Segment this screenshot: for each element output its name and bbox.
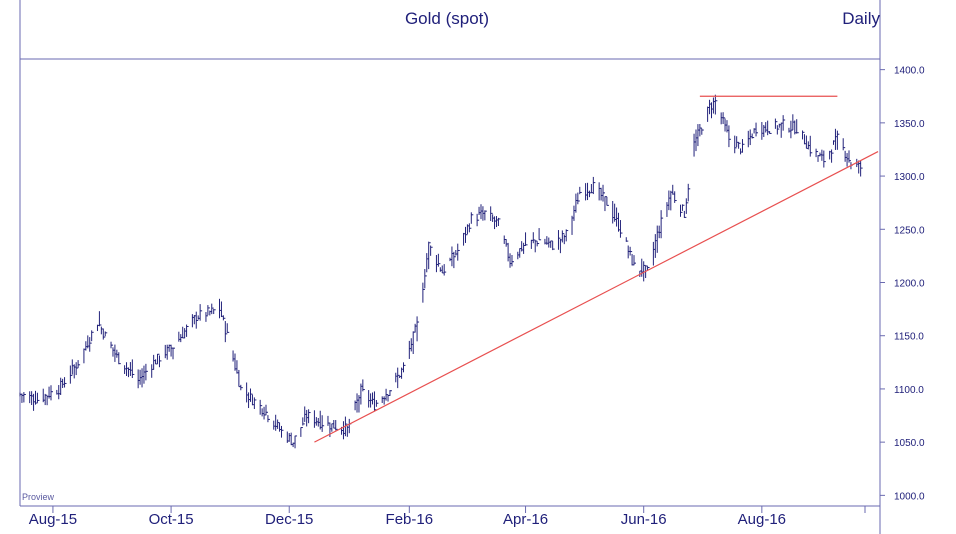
x-tick-label: Dec-15 (265, 511, 313, 528)
x-tick-label: Oct-15 (149, 511, 194, 528)
y-tick-label: 1400.0 (894, 66, 925, 77)
x-tick-label: Apr-16 (503, 511, 548, 528)
annotation-lines (314, 95, 879, 443)
y-tick-label: 1200.0 (894, 279, 925, 290)
chart-title: Gold (spot) (405, 9, 489, 28)
x-tick-label: Aug-16 (738, 511, 786, 528)
x-tick-label: Aug-15 (29, 511, 77, 528)
price-bars (19, 94, 863, 449)
rising-trendline (314, 151, 879, 443)
y-tick-label: 1000.0 (894, 491, 925, 502)
y-tick-label: 1300.0 (894, 172, 925, 183)
frequency-label: Daily (842, 9, 880, 28)
y-tick-label: 1150.0 (894, 332, 924, 343)
x-tick-label: Jun-16 (621, 511, 667, 528)
watermark-text: Proview (22, 492, 55, 502)
y-axis: 1000.0 1050.0 1100.0 1150.0 1200.0 1250.0 1300… (880, 66, 925, 502)
x-tick-label: Feb-16 (386, 511, 434, 528)
y-tick-label: 1250.0 (894, 225, 925, 236)
y-tick-label: 1100.0 (894, 385, 924, 396)
chart-frame (19, 0, 881, 534)
y-tick-label: 1050.0 (894, 438, 925, 449)
x-axis: Aug-15 Oct-15 Dec-15 Feb-16 Apr-16 Jun-16 Aug-… (29, 506, 866, 528)
y-tick-label: 1350.0 (894, 119, 925, 130)
